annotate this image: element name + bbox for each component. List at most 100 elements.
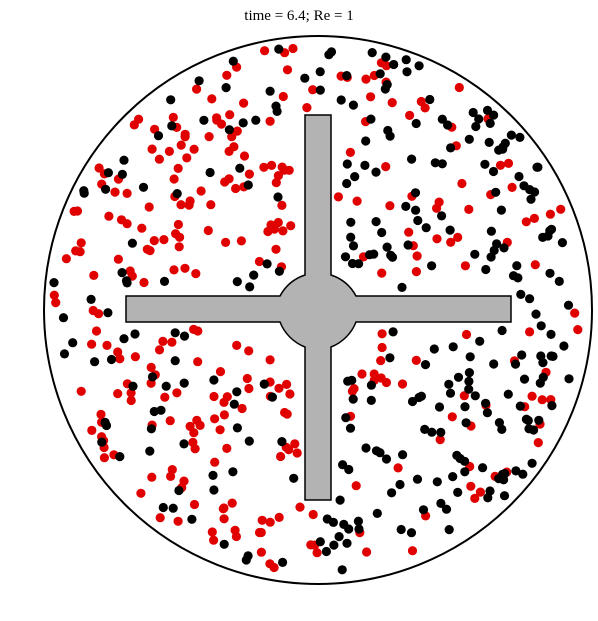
black-particle [245,282,255,292]
black-particle [421,223,431,233]
black-particle [145,446,155,456]
black-particle [179,378,189,388]
black-particle [437,159,447,169]
black-particle [410,188,421,198]
red-particle [377,329,387,339]
black-particle [524,424,534,434]
black-particle [557,238,568,248]
black-particle [300,73,310,83]
black-particle [229,399,239,409]
black-particle [383,125,393,136]
black-particle [531,309,541,319]
red-particle [265,517,275,527]
red-particle [387,98,397,108]
black-particle [432,477,442,487]
black-particle [90,357,100,367]
red-particle [115,354,125,364]
red-particle [432,234,442,244]
red-particle [263,226,273,237]
black-particle [474,114,484,124]
black-particle [344,464,354,475]
red-particle [503,158,514,168]
black-particle [219,539,229,549]
black-particle [414,61,424,71]
red-particle [232,340,242,350]
red-particle [377,268,387,278]
red-particle [312,548,322,558]
red-particle [507,182,517,192]
black-particle [159,276,170,286]
red-particle [102,340,112,350]
black-particle [360,160,370,170]
red-particle [277,162,287,172]
black-particle [361,443,371,453]
red-particle [265,355,275,365]
red-particle [147,472,157,482]
red-particle [362,547,372,557]
black-particle [168,503,178,513]
red-particle [407,546,418,556]
red-particle [545,209,556,219]
red-particle [139,277,149,288]
black-particle [429,344,439,354]
red-particle [192,415,202,425]
red-particle [171,229,181,239]
black-particle [453,487,463,497]
red-particle [76,238,86,248]
red-particle [61,254,71,264]
black-particle [526,194,536,204]
red-particle [446,237,456,247]
red-particle [288,43,298,54]
black-particle [446,143,456,153]
black-particle [445,225,455,235]
black-particle [482,408,492,418]
black-particle [420,424,430,434]
particle-layer [49,43,583,575]
black-particle [485,118,495,128]
black-particle [444,379,454,389]
red-particle [525,327,535,337]
red-particle [244,383,254,394]
black-particle [497,424,507,434]
red-particle [397,379,408,389]
red-particle [219,503,229,513]
black-particle [336,95,346,105]
red-particle [209,535,219,545]
black-particle [366,380,376,390]
red-particle [573,325,583,335]
red-particle [122,219,132,229]
black-particle [174,485,184,496]
black-particle [453,372,464,382]
red-particle [236,236,246,246]
black-particle [437,211,447,221]
red-particle [104,211,114,221]
black-particle [315,537,325,547]
red-particle [193,357,203,367]
black-particle [86,294,96,304]
red-particle [219,514,229,524]
black-particle [547,401,557,411]
red-particle [434,197,444,207]
red-particle [527,391,537,401]
black-particle [354,259,364,269]
red-particle [357,369,367,379]
black-particle [208,470,218,480]
black-particle [499,491,510,501]
black-particle [274,266,284,276]
red-particle [71,246,81,256]
black-particle [513,273,523,283]
red-particle [176,200,186,210]
red-particle [173,163,183,173]
black-particle [342,538,352,548]
black-particle [443,120,453,130]
red-particle [189,428,199,438]
black-particle [101,184,111,194]
red-particle [460,261,470,271]
red-particle [94,163,104,173]
red-particle [256,547,266,557]
red-particle [277,200,287,210]
red-particle [295,502,305,512]
black-particle [406,528,417,538]
black-particle [315,67,325,77]
black-particle [420,360,431,370]
